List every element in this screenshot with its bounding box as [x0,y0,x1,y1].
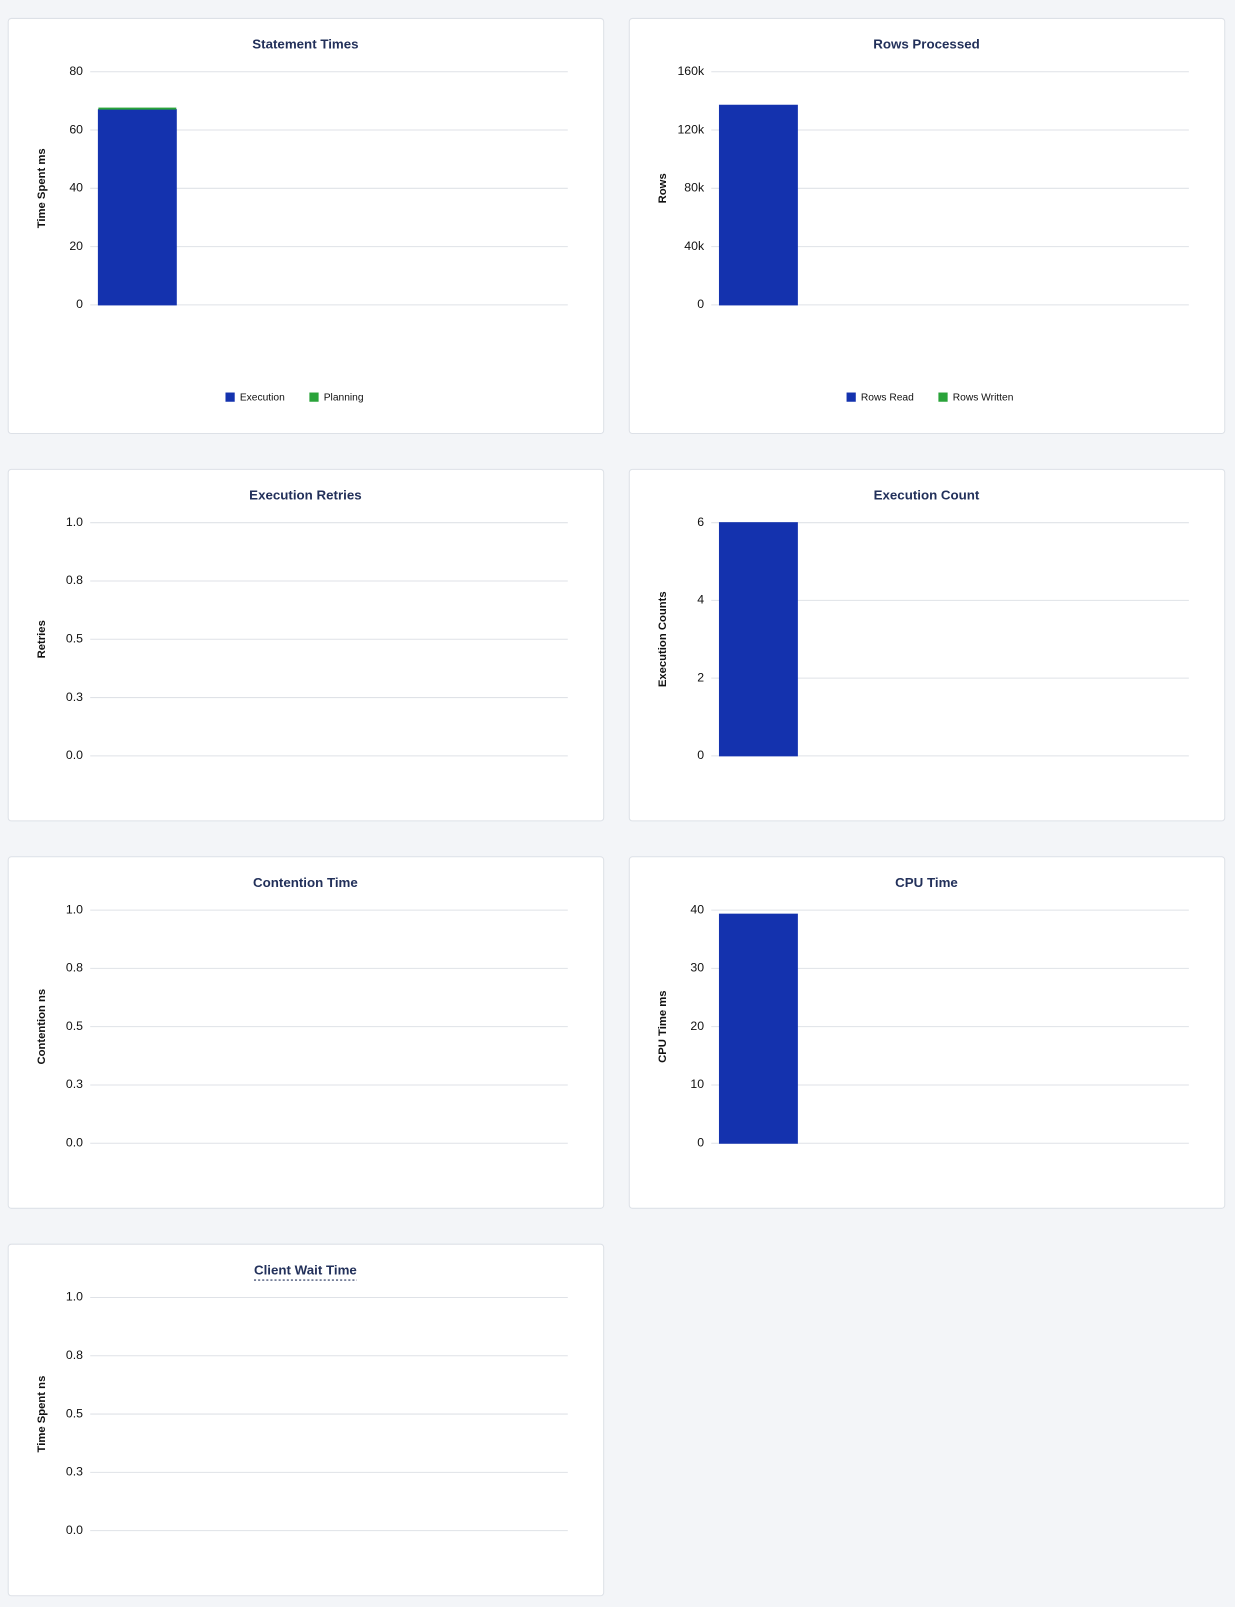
y-tick-label: 0.5 [66,1406,83,1420]
chart-card: Execution Retries 0.0 0.3 0.5 0.8 1.0 Retries [7,468,605,822]
y-tick-label: 1.0 [66,902,83,916]
chart-card: Statement Times 0 20 40 60 80 Time Spent ms Exe… [7,17,605,435]
y-tick-label: 0.0 [66,748,83,762]
y-tick-label: 40 [69,181,83,195]
chart-card: Contention Time 0.0 0.3 0.5 0.8 1.0 Contention… [7,856,605,1209]
bar [97,109,177,306]
y-tick-label: 2 [697,670,704,684]
y-axis-label: Rows [657,173,669,203]
y-axis-label: Time Spent ms [36,148,48,228]
legend-swatch [225,392,235,402]
y-tick-label: 0.5 [66,1019,83,1033]
card [7,856,605,1209]
y-tick-label: 1.0 [66,1290,83,1304]
y-tick-label: 0.0 [66,1523,83,1537]
y-axis-label: Retries [36,620,48,658]
y-tick-label: 0.8 [66,1348,83,1362]
chart-title: Contention Time [253,875,358,890]
chart-title: Execution Count [874,488,980,503]
y-tick-label: 40k [684,239,705,253]
y-tick-label: 0 [697,1135,704,1149]
chart-title: Client Wait Time [254,1262,357,1277]
y-tick-label: 60 [69,122,83,136]
legend-swatch [846,392,856,402]
y-tick-label: 20 [69,239,83,253]
card [628,468,1226,822]
card [7,1243,605,1597]
y-tick-label: 0.3 [66,1465,83,1479]
card [628,17,1226,435]
y-tick-label: 0 [697,297,704,311]
bar [98,107,177,110]
legend-label: Rows Written [953,392,1014,403]
chart-card: Rows Processed 0 40k 80k 120k 160k Rows Rows Re… [628,17,1226,435]
y-tick-label: 1.0 [66,515,83,529]
chart-title: Rows Processed [873,37,980,52]
y-tick-label: 160k [677,64,704,78]
chart-card: CPU Time 0 10 20 30 40 CPU Time ms [628,856,1226,1209]
legend-label: Planning [324,392,364,403]
card [7,468,605,822]
y-tick-label: 0.3 [66,690,83,704]
y-tick-label: 20 [690,1019,704,1033]
y-tick-label: 6 [697,515,704,529]
chart-card: Client Wait Time 0.0 0.3 0.5 0.8 1.0 Time Spen… [7,1243,605,1597]
bar [718,104,798,306]
card [628,856,1226,1209]
chart-title: Execution Retries [249,488,361,503]
y-axis-label: Time Spent ns [36,1376,48,1453]
chart-card: Execution Count 0 2 4 6 Execution Counts [628,468,1226,822]
legend-swatch [938,392,948,402]
y-tick-label: 0.5 [66,632,83,646]
y-tick-label: 0.8 [66,961,83,975]
y-tick-label: 40 [690,902,704,916]
legend-label: Execution [240,392,285,403]
y-tick-label: 10 [690,1077,704,1091]
y-tick-label: 0 [697,748,704,762]
y-tick-label: 0 [76,297,83,311]
y-axis-label: Execution Counts [657,591,669,687]
y-axis-label: Contention ns [36,989,48,1065]
y-axis-label: CPU Time ms [657,990,669,1062]
y-tick-label: 80k [684,181,705,195]
legend-swatch [309,392,319,402]
y-tick-label: 120k [677,122,704,136]
bar [718,522,798,757]
card [7,17,605,435]
y-tick-label: 0.3 [66,1077,83,1091]
chart-title: Statement Times [252,37,358,52]
y-tick-label: 0.0 [66,1135,83,1149]
bar [718,913,798,1144]
chart-title: CPU Time [895,875,958,890]
y-tick-label: 30 [690,961,704,975]
y-tick-label: 4 [697,593,704,607]
legend-label: Rows Read [861,392,914,403]
y-tick-label: 80 [69,64,83,78]
y-tick-label: 0.8 [66,573,83,587]
